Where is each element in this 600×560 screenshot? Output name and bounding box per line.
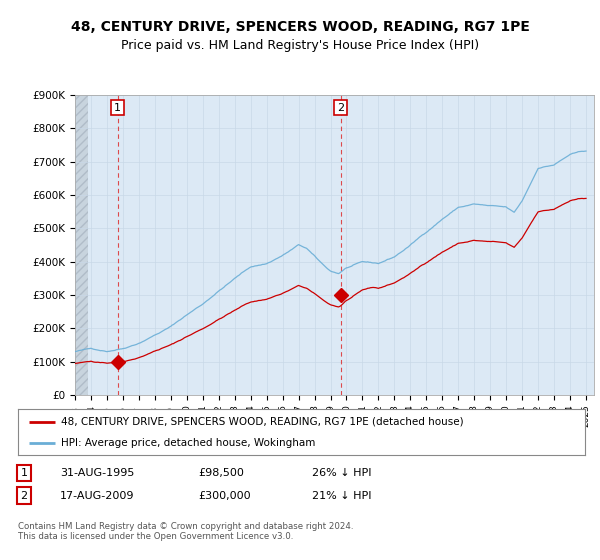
Text: £98,500: £98,500 xyxy=(198,468,244,478)
Text: 17-AUG-2009: 17-AUG-2009 xyxy=(60,491,134,501)
Text: 1: 1 xyxy=(20,468,28,478)
Text: 48, CENTURY DRIVE, SPENCERS WOOD, READING, RG7 1PE: 48, CENTURY DRIVE, SPENCERS WOOD, READIN… xyxy=(71,20,529,34)
Bar xyxy=(75,95,88,395)
Text: £300,000: £300,000 xyxy=(198,491,251,501)
Text: 31-AUG-1995: 31-AUG-1995 xyxy=(60,468,134,478)
Text: 21% ↓ HPI: 21% ↓ HPI xyxy=(312,491,371,501)
Text: 26% ↓ HPI: 26% ↓ HPI xyxy=(312,468,371,478)
Text: 2: 2 xyxy=(20,491,28,501)
Text: 2: 2 xyxy=(337,102,344,113)
Text: Contains HM Land Registry data © Crown copyright and database right 2024.
This d: Contains HM Land Registry data © Crown c… xyxy=(18,522,353,542)
Text: HPI: Average price, detached house, Wokingham: HPI: Average price, detached house, Woki… xyxy=(61,438,315,448)
Text: Price paid vs. HM Land Registry's House Price Index (HPI): Price paid vs. HM Land Registry's House … xyxy=(121,39,479,52)
Text: 48, CENTURY DRIVE, SPENCERS WOOD, READING, RG7 1PE (detached house): 48, CENTURY DRIVE, SPENCERS WOOD, READIN… xyxy=(61,417,463,427)
Text: 1: 1 xyxy=(114,102,121,113)
